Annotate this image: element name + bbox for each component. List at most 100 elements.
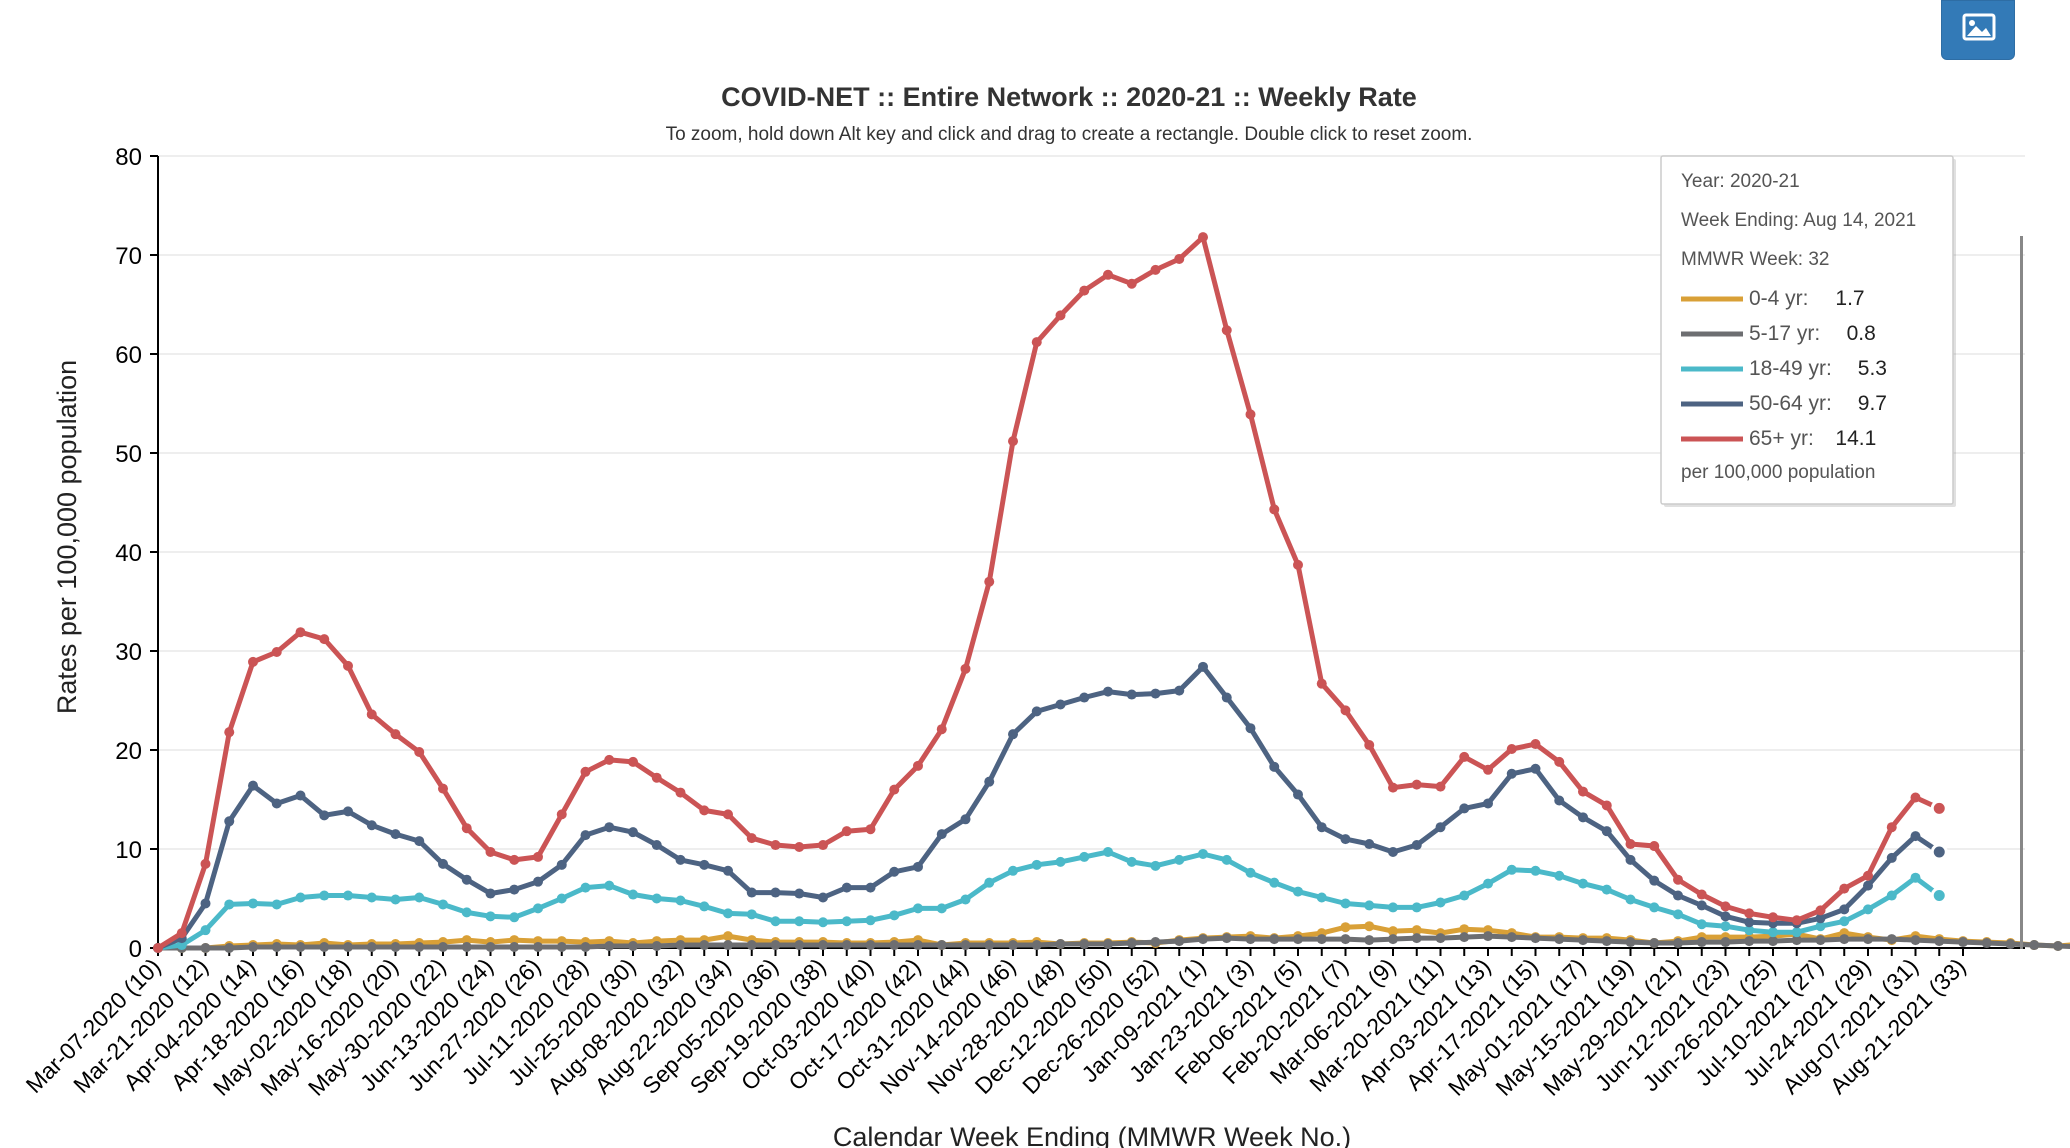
data-point[interactable] xyxy=(509,935,520,946)
data-point[interactable] xyxy=(1839,904,1850,915)
data-point[interactable] xyxy=(675,895,686,906)
data-point[interactable] xyxy=(1103,269,1113,280)
data-point[interactable] xyxy=(865,882,876,893)
data-point[interactable] xyxy=(818,940,828,951)
data-point[interactable] xyxy=(1388,782,1398,793)
data-point[interactable] xyxy=(533,851,543,862)
data-point[interactable] xyxy=(1079,692,1090,703)
data-point[interactable] xyxy=(1744,936,1755,947)
data-point[interactable] xyxy=(1625,894,1636,905)
data-point[interactable] xyxy=(1696,919,1707,930)
data-point[interactable] xyxy=(1958,937,1968,948)
highlighted-point[interactable] xyxy=(1930,887,1948,905)
data-point[interactable] xyxy=(1720,911,1731,922)
data-point[interactable] xyxy=(1435,781,1446,792)
data-point[interactable] xyxy=(1863,904,1873,915)
data-point[interactable] xyxy=(271,798,282,809)
data-point[interactable] xyxy=(485,911,496,922)
data-point[interactable] xyxy=(936,940,947,951)
data-point[interactable] xyxy=(1578,786,1588,797)
data-point[interactable] xyxy=(1245,409,1256,420)
data-point[interactable] xyxy=(1150,688,1161,699)
data-point[interactable] xyxy=(2029,940,2040,951)
data-point[interactable] xyxy=(1578,935,1588,946)
data-point[interactable] xyxy=(818,917,828,928)
data-point[interactable] xyxy=(533,876,543,887)
data-point[interactable] xyxy=(1221,933,1232,944)
data-point[interactable] xyxy=(1791,927,1802,938)
data-point[interactable] xyxy=(1103,686,1113,697)
data-point[interactable] xyxy=(1293,886,1303,897)
data-point[interactable] xyxy=(1055,856,1066,867)
data-point[interactable] xyxy=(248,942,258,953)
data-point[interactable] xyxy=(1815,935,1826,946)
data-point[interactable] xyxy=(1696,937,1707,948)
data-point[interactable] xyxy=(248,898,258,909)
data-point[interactable] xyxy=(509,912,520,923)
data-point[interactable] xyxy=(1910,831,1921,842)
data-point[interactable] xyxy=(1221,692,1232,703)
data-point[interactable] xyxy=(794,888,805,899)
data-point[interactable] xyxy=(248,656,258,667)
data-point[interactable] xyxy=(176,928,187,939)
data-point[interactable] xyxy=(200,898,211,909)
data-point[interactable] xyxy=(1863,880,1873,891)
data-point[interactable] xyxy=(366,942,377,953)
data-point[interactable] xyxy=(1839,916,1850,927)
data-point[interactable] xyxy=(1459,932,1470,943)
data-point[interactable] xyxy=(1388,934,1398,945)
data-point[interactable] xyxy=(1506,744,1517,755)
data-point[interactable] xyxy=(1483,931,1493,942)
data-point[interactable] xyxy=(1364,839,1375,850)
data-point[interactable] xyxy=(628,941,638,952)
data-point[interactable] xyxy=(1768,927,1778,938)
data-point[interactable] xyxy=(1530,739,1541,750)
data-point[interactable] xyxy=(343,942,353,953)
data-point[interactable] xyxy=(1293,934,1303,945)
data-point[interactable] xyxy=(343,806,353,817)
data-point[interactable] xyxy=(1008,436,1018,447)
data-point[interactable] xyxy=(770,916,781,927)
data-point[interactable] xyxy=(1150,860,1161,871)
data-point[interactable] xyxy=(1174,685,1185,696)
data-point[interactable] xyxy=(1174,854,1185,865)
data-point[interactable] xyxy=(628,827,638,838)
data-point[interactable] xyxy=(1554,934,1565,945)
data-point[interactable] xyxy=(295,892,306,903)
data-point[interactable] xyxy=(841,826,852,837)
data-point[interactable] xyxy=(1364,900,1375,911)
data-point[interactable] xyxy=(1293,789,1303,800)
data-point[interactable] xyxy=(604,941,615,952)
data-point[interactable] xyxy=(533,942,543,953)
data-point[interactable] xyxy=(1649,875,1660,886)
data-point[interactable] xyxy=(1340,705,1351,716)
data-point[interactable] xyxy=(343,890,353,901)
data-point[interactable] xyxy=(200,925,211,936)
data-point[interactable] xyxy=(1103,846,1113,857)
data-point[interactable] xyxy=(1910,872,1921,883)
data-point[interactable] xyxy=(1744,925,1755,936)
data-point[interactable] xyxy=(414,746,425,757)
data-point[interactable] xyxy=(1008,865,1018,876)
data-point[interactable] xyxy=(556,893,567,904)
data-point[interactable] xyxy=(509,884,520,895)
data-point[interactable] xyxy=(1269,761,1280,772)
data-point[interactable] xyxy=(960,940,971,951)
data-point[interactable] xyxy=(794,842,805,853)
data-point[interactable] xyxy=(1126,689,1137,700)
data-point[interactable] xyxy=(1886,852,1897,863)
data-point[interactable] xyxy=(1031,940,1042,951)
highlighted-point[interactable] xyxy=(1930,843,1948,861)
data-point[interactable] xyxy=(414,942,425,953)
data-point[interactable] xyxy=(1245,723,1256,734)
data-point[interactable] xyxy=(794,916,805,927)
data-point[interactable] xyxy=(1625,854,1636,865)
data-point[interactable] xyxy=(200,858,211,869)
data-point[interactable] xyxy=(461,874,472,885)
data-point[interactable] xyxy=(651,772,662,783)
data-point[interactable] xyxy=(1459,924,1470,935)
data-point[interactable] xyxy=(1910,792,1921,803)
data-point[interactable] xyxy=(936,903,947,914)
data-point[interactable] xyxy=(1863,934,1873,945)
